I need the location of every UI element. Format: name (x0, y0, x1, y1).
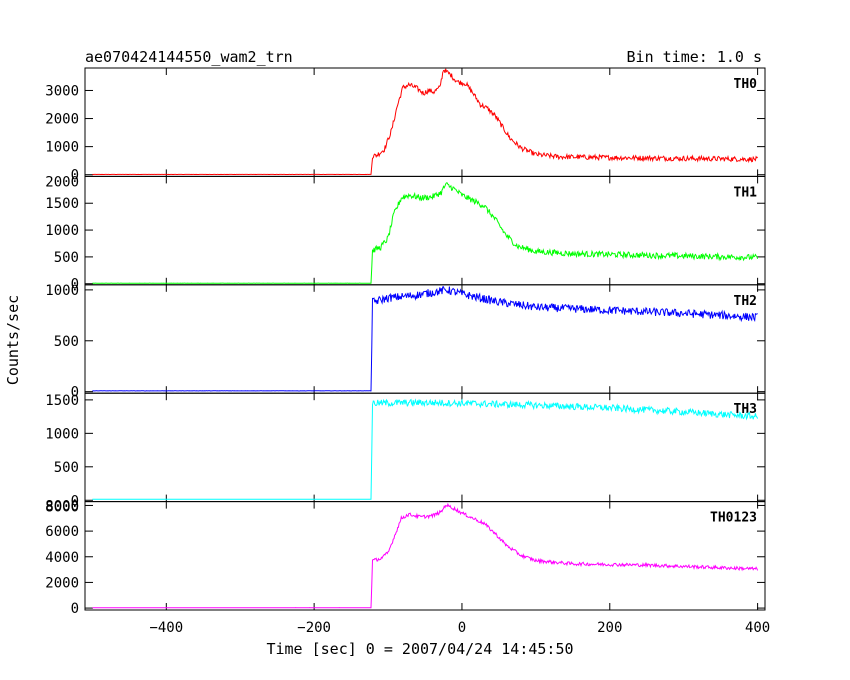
y-tick-label: 8000 (45, 498, 79, 514)
x-axis: −400 −200 0 200 400 (149, 620, 770, 636)
y-tick-label: 2000 (45, 575, 79, 591)
y-tick-label: 0 (71, 601, 79, 617)
y-tick-label: 2000 (45, 112, 79, 128)
x-tick-label: 200 (597, 620, 622, 636)
panel-name: TH0 (734, 77, 758, 92)
y-tick-label: 6000 (45, 524, 79, 540)
x-tick-label: −400 (149, 620, 183, 636)
series-line-th3 (92, 398, 759, 500)
x-tick-label: 0 (458, 620, 466, 636)
y-tick-label: 0 (71, 385, 79, 401)
series-line-th2 (92, 286, 758, 392)
chart-title: ae070424144550_wam2_trn (85, 48, 293, 66)
panel-frame (84, 67, 766, 177)
y-tick-label: 500 (54, 334, 79, 350)
y-tick-label: 0 (71, 277, 79, 293)
series-line-th0 (92, 68, 758, 176)
y-tick-label: 1000 (45, 426, 79, 442)
panel-name: TH2 (734, 294, 757, 309)
series-line-th1 (92, 182, 759, 284)
y-tick-label: 0 (71, 493, 79, 509)
y-tick-label: 1000 (45, 223, 79, 239)
y-tick-label: 1500 (45, 393, 79, 409)
bin-time-label: Bin time: 1.0 s (627, 48, 762, 66)
panel-th0: 0 1000 2000 3000 TH0 (45, 67, 766, 184)
y-tick-label: 8000 (45, 500, 79, 516)
x-axis-label: Time [sec] 0 = 2007/04/24 14:45:50 (266, 640, 573, 658)
panel-frame (84, 175, 766, 286)
panel-frame (84, 501, 766, 611)
panel-name: TH1 (734, 185, 758, 200)
panel-th1: 0 500 1000 1500 2000 TH1 (45, 174, 766, 293)
panel-th2: 0 500 1000 TH2 (45, 283, 766, 401)
y-tick-label: 500 (54, 460, 79, 476)
x-tick-label: 400 (745, 620, 770, 636)
x-tick-label: −200 (297, 620, 331, 636)
panel-name: TH0123 (710, 511, 757, 526)
y-tick-label: 3000 (45, 83, 79, 99)
y-tick-label: 0 (71, 168, 79, 184)
y-tick-label: 2000 (45, 174, 79, 190)
panel-frame (84, 284, 766, 394)
y-tick-label: 1500 (45, 196, 79, 212)
series-line-th0123 (92, 502, 759, 609)
y-tick-label: 1000 (45, 140, 79, 156)
y-tick-label: 500 (54, 250, 79, 266)
y-tick-label: 1000 (45, 283, 79, 299)
y-axis-label: Counts/sec (4, 295, 22, 385)
y-tick-label: 4000 (45, 550, 79, 566)
